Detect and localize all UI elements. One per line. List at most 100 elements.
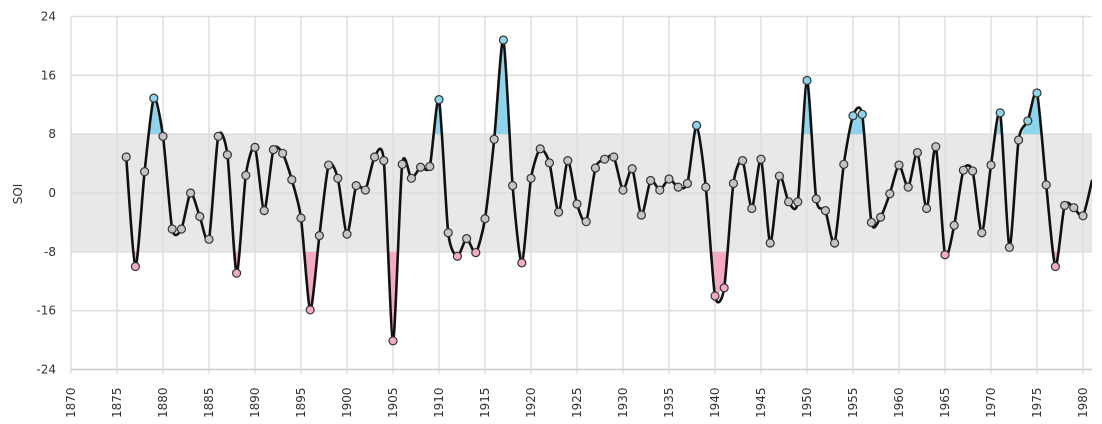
data-point-marker <box>305 305 315 315</box>
data-point-marker <box>425 161 435 172</box>
data-point-marker <box>737 156 748 166</box>
data-point-marker <box>940 250 950 260</box>
x-tick-label: 1960 <box>892 387 906 418</box>
y-tick-label: -16 <box>36 304 56 318</box>
data-point-marker <box>480 214 490 224</box>
data-point-marker <box>324 160 334 170</box>
data-point-marker <box>618 185 628 195</box>
data-point-marker <box>829 238 840 248</box>
data-point-marker <box>130 261 140 272</box>
data-point-marker <box>655 185 665 195</box>
data-point-marker <box>342 229 352 239</box>
data-point-marker <box>783 197 794 207</box>
data-point-marker <box>866 217 877 228</box>
x-tick-label: 1915 <box>478 387 492 418</box>
data-point-marker <box>1059 200 1070 211</box>
y-tick-label: 0 <box>48 186 56 200</box>
x-tick-label: 1925 <box>570 387 584 418</box>
data-point-marker <box>701 182 711 192</box>
data-point-marker <box>222 150 232 160</box>
data-point-marker <box>121 152 131 162</box>
data-point-marker <box>599 154 610 164</box>
data-point-marker <box>995 108 1005 118</box>
above-threshold-fill <box>802 80 812 135</box>
data-point-marker <box>507 181 518 191</box>
data-point-marker <box>765 238 775 248</box>
data-point-marker <box>434 95 444 105</box>
data-point-marker <box>921 203 932 214</box>
data-point-marker <box>204 234 214 244</box>
y-axis-tick-labels: 24 16 8 0 -8 -16 -24 <box>36 10 56 377</box>
data-point-marker <box>1032 88 1042 98</box>
data-point-marker <box>728 178 739 189</box>
data-point-marker <box>986 160 996 170</box>
data-point-marker <box>691 120 702 130</box>
x-tick-label: 1900 <box>340 387 354 418</box>
data-point-marker <box>250 142 260 153</box>
data-point-marker <box>1013 135 1024 145</box>
x-tick-label: 1870 <box>64 387 78 418</box>
data-point-marker <box>452 251 462 261</box>
data-point-marker <box>581 217 591 227</box>
data-point-marker <box>664 174 674 184</box>
data-point-marker <box>360 185 370 195</box>
x-tick-label: 1920 <box>524 387 538 418</box>
data-point-marker <box>278 148 288 158</box>
x-tick-label: 1945 <box>754 387 768 418</box>
data-point-marker <box>268 145 278 155</box>
below-threshold-fill <box>388 251 398 341</box>
data-point-marker <box>977 228 987 238</box>
x-tick-label: 1950 <box>800 387 814 418</box>
data-point-marker <box>811 194 821 204</box>
y-tick-label: 24 <box>41 10 56 24</box>
data-point-marker <box>553 207 564 217</box>
below-threshold-fill <box>1053 251 1058 267</box>
data-point-marker <box>719 283 729 293</box>
x-tick-label: 1905 <box>386 387 400 418</box>
x-tick-label: 1965 <box>938 387 952 418</box>
threshold-fills <box>134 40 1058 341</box>
data-point-marker <box>186 188 196 198</box>
above-threshold-fill <box>494 40 510 135</box>
x-tick-label: 1955 <box>846 387 860 418</box>
data-point-marker <box>710 291 720 301</box>
data-point-marker <box>756 154 766 164</box>
data-point-marker <box>167 224 177 234</box>
x-tick-label: 1880 <box>156 387 170 418</box>
data-point-marker <box>158 131 168 141</box>
data-point-marker <box>498 35 508 45</box>
x-tick-label: 1940 <box>708 387 722 418</box>
data-point-marker <box>241 170 251 180</box>
data-point-marker <box>839 159 849 169</box>
y-tick-label: -24 <box>36 363 56 377</box>
data-point-marker <box>949 220 959 230</box>
data-point-marker <box>572 199 582 209</box>
data-point-markers <box>121 35 1088 346</box>
data-point-marker <box>406 173 416 183</box>
data-point-marker <box>1069 203 1079 213</box>
data-point-marker <box>333 173 343 183</box>
data-point-marker <box>793 197 803 207</box>
data-point-marker <box>471 247 481 258</box>
x-tick-label: 1975 <box>1030 387 1044 418</box>
data-point-marker <box>912 147 923 158</box>
data-point-marker <box>931 142 941 152</box>
data-point-marker <box>1050 261 1061 272</box>
above-threshold-fill <box>149 98 163 135</box>
data-point-marker <box>848 111 858 121</box>
data-point-marker <box>967 166 978 176</box>
data-point-marker <box>526 173 536 183</box>
data-point-marker <box>351 181 361 191</box>
data-point-marker <box>609 152 619 162</box>
x-tick-label: 1885 <box>202 387 216 418</box>
data-point-marker <box>563 156 573 166</box>
data-point-marker <box>379 156 389 166</box>
x-tick-label: 1935 <box>662 387 676 418</box>
data-point-marker <box>645 175 656 186</box>
data-point-marker <box>747 203 757 214</box>
gridlines <box>70 15 1092 374</box>
data-point-marker <box>1041 180 1051 190</box>
data-point-marker <box>259 206 269 216</box>
data-point-marker <box>875 212 886 222</box>
